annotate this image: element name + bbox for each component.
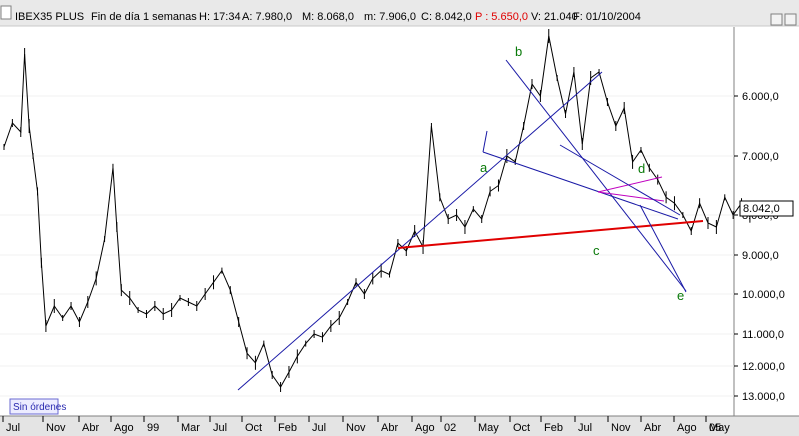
wave-label: c	[593, 243, 600, 258]
x-tick-label: Ago	[415, 422, 435, 434]
header-high: M: 8.068,0	[302, 11, 354, 23]
x-tick-label: May	[709, 422, 730, 434]
trendlines	[237, 59, 704, 391]
last-price-label: 8.042,0	[743, 203, 780, 215]
header-p: P : 5.650,0	[475, 11, 528, 23]
x-tick-label: Jul	[6, 422, 20, 434]
header-symbol: IBEX35 PLUS	[15, 11, 84, 23]
y-tick-label: 7.000,0	[742, 151, 779, 163]
header-bar	[0, 0, 799, 26]
trendline[interactable]	[639, 204, 687, 293]
y-tick-label: 11.000,0	[742, 329, 784, 341]
x-tick-label: Abr	[644, 422, 661, 434]
x-tick-label: Nov	[346, 422, 366, 434]
status-box-label: Sin órdenes	[13, 402, 66, 413]
y-tick-label: 10.000,0	[742, 289, 785, 301]
x-tick-label: Oct	[513, 422, 530, 434]
x-tick-label: Abr	[82, 422, 99, 434]
x-tick-label: May	[478, 422, 499, 434]
trendline[interactable]	[482, 130, 488, 153]
wave-label: e	[677, 288, 684, 303]
x-tick-label: Jul	[213, 422, 227, 434]
trendline[interactable]	[597, 176, 663, 193]
window-menu-button[interactable]	[0, 5, 12, 20]
y-tick-label: 13.000,0	[742, 391, 785, 403]
window-maximize-button[interactable]	[770, 13, 783, 26]
header-low: m: 7.906,0	[364, 11, 416, 23]
header-period: Fin de día 1 semanas	[91, 11, 197, 23]
header-open: A: 7.980,0	[242, 11, 292, 23]
time-axis-ticks: Jul Nov Abr Ago 99 Mar Jul Oct Feb Jul Nov Abr Ago 02…	[2, 416, 730, 434]
price-series	[3, 29, 751, 392]
plot-area[interactable]	[0, 27, 734, 416]
header-volume: V: 21.040	[531, 11, 578, 23]
y-tick-label: 12.000,0	[742, 361, 785, 373]
trendline[interactable]	[397, 220, 704, 249]
header-time: H: 17:34	[199, 11, 241, 23]
wave-label: a	[480, 160, 488, 175]
x-tick-label: Jul	[578, 422, 592, 434]
trendline[interactable]	[237, 71, 603, 391]
price-line	[3, 35, 751, 388]
x-tick-label: 99	[147, 422, 159, 434]
gridlines	[0, 95, 734, 397]
y-tick-label: 9.000,0	[742, 250, 779, 262]
x-tick-label: Feb	[544, 422, 563, 434]
status-box[interactable]: Sin órdenes	[9, 398, 66, 415]
y-tick-label: 6.000,0	[742, 91, 779, 103]
trendline[interactable]	[505, 59, 687, 292]
x-tick-label: Jul	[312, 422, 326, 434]
trendline[interactable]	[482, 151, 679, 220]
x-tick-label: 02	[444, 422, 456, 434]
last-price-marker: 8.042,0	[739, 200, 794, 217]
header-date: F: 01/10/2004	[573, 11, 641, 23]
x-tick-label: Nov	[46, 422, 66, 434]
trendline[interactable]	[559, 144, 681, 216]
wave-labels: a b c d e	[480, 44, 684, 303]
x-tick-label: Ago	[114, 422, 134, 434]
x-tick-label: Mar	[181, 422, 200, 434]
x-tick-label: Abr	[381, 422, 398, 434]
wave-label: d	[638, 161, 645, 176]
x-tick-label: Ago	[677, 422, 697, 434]
window-restore-button[interactable]	[784, 13, 797, 26]
x-tick-label: Nov	[611, 422, 631, 434]
wave-label: b	[515, 44, 522, 59]
price-axis[interactable]	[734, 27, 799, 416]
x-tick-label: Oct	[245, 422, 262, 434]
header-close: C: 8.042,0	[421, 11, 472, 23]
time-axis[interactable]	[0, 416, 799, 436]
x-tick-label: Feb	[278, 422, 297, 434]
x-tick-label: 05	[709, 422, 721, 434]
